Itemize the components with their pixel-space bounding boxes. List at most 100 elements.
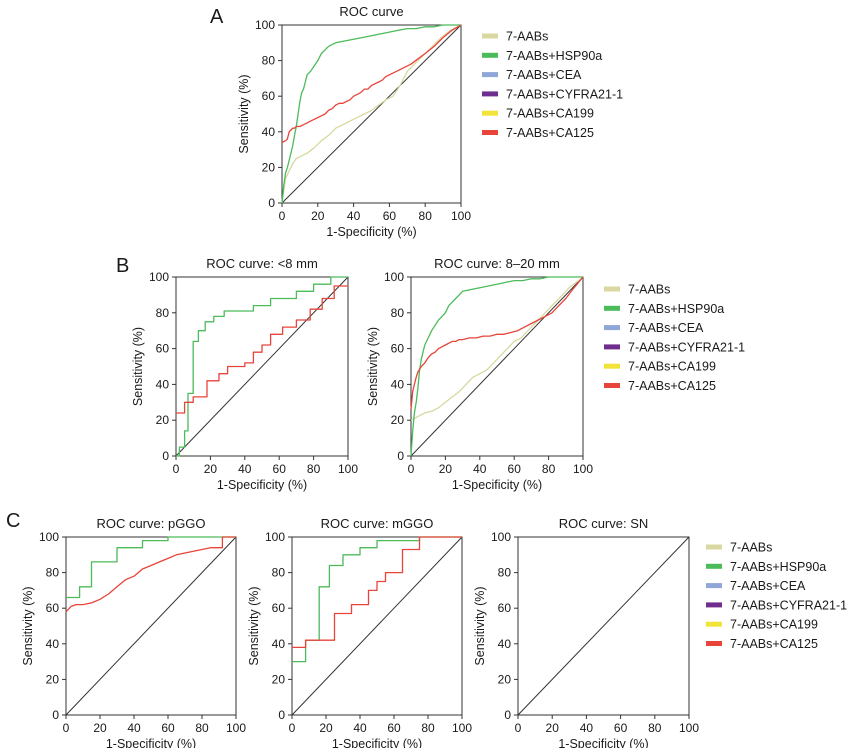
legend-swatch xyxy=(604,344,620,350)
legend-label: 7-AABs+CYFRA21-1 xyxy=(730,598,847,612)
x-tick-label: 20 xyxy=(93,721,107,735)
y-tick-label: 20 xyxy=(156,413,170,427)
x-tick-label: 100 xyxy=(451,209,471,223)
series-line-7-aabs-ca125 xyxy=(176,285,348,414)
y-tick-label: 0 xyxy=(268,196,275,210)
x-tick-label: 60 xyxy=(508,462,522,476)
legend-swatch xyxy=(706,583,722,589)
legend: 7-AABs 7-AABs+HSP90a 7-AABs+CEA 7-AABs+CYFR… xyxy=(604,283,745,393)
x-tick-label: 0 xyxy=(63,721,70,735)
series-line-7-aabs-hsp90a xyxy=(66,536,236,599)
legend-label: 7-AABs+CA125 xyxy=(628,379,716,393)
reference-diagonal xyxy=(517,536,690,716)
legend-swatch xyxy=(482,110,498,116)
y-tick-label: 0 xyxy=(397,449,404,463)
x-tick-label: 0 xyxy=(289,721,296,735)
y-tick-label: 60 xyxy=(156,342,170,356)
legend-label: 7-AABs+CEA xyxy=(730,579,806,593)
y-axis-label: Sensitivity (%) xyxy=(131,327,145,406)
legend-label: 7-AABs+CYFRA21-1 xyxy=(628,340,745,354)
series-line-7-aabs-hsp90a xyxy=(410,276,583,457)
y-tick-label: 60 xyxy=(272,601,286,615)
legend-swatch xyxy=(482,130,498,135)
legend-swatch xyxy=(706,621,722,627)
series-line-7-aabs-ca125 xyxy=(292,536,462,649)
panel-letter: B xyxy=(116,255,129,277)
y-tick-label: 40 xyxy=(391,377,405,391)
legend-label: 7-AABs+CA199 xyxy=(628,360,716,374)
y-tick-label: 100 xyxy=(39,530,59,544)
x-tick-label: 40 xyxy=(127,721,141,735)
x-tick-label: 60 xyxy=(273,462,287,476)
x-tick-label: 60 xyxy=(161,721,175,735)
plot-frame xyxy=(65,536,237,716)
chart-panel-5: ROC curve: mGGO 0 20 40 60 80 100 0 20 40 60 80 100 1… xyxy=(247,516,472,748)
reference-diagonal xyxy=(291,536,463,716)
legend-label: 7-AABs+CA199 xyxy=(506,107,594,121)
legend-swatch xyxy=(706,544,722,550)
legend-label: 7-AABs+CA125 xyxy=(730,637,818,651)
series-line-7-aabs-hsp90a xyxy=(176,276,348,457)
legend: 7-AABs 7-AABs+HSP90a 7-AABs+CEA 7-AABs+CYFR… xyxy=(482,30,623,140)
series-line-7-aabs-ca125 xyxy=(65,536,236,613)
legend-label: 7-AABs+CYFRA21-1 xyxy=(506,87,623,101)
y-tick-label: 60 xyxy=(262,89,276,103)
x-tick-label: 20 xyxy=(439,462,453,476)
x-tick-label: 40 xyxy=(580,721,594,735)
chart-title: ROC curve: 8–20 mm xyxy=(434,256,560,271)
chart-panel-2: B ROC curve: <8 mm 0 20 40 60 80 100 0 20 40 60 80 10… xyxy=(116,255,358,492)
x-tick-label: 100 xyxy=(573,462,593,476)
x-tick-label: 40 xyxy=(353,721,367,735)
x-tick-label: 100 xyxy=(226,721,246,735)
x-axis-label: 1-Specificity (%) xyxy=(106,737,196,748)
plot-frame xyxy=(281,24,462,204)
y-axis-label: Sensitivity (%) xyxy=(366,327,380,406)
y-tick-label: 40 xyxy=(498,637,512,651)
x-tick-label: 0 xyxy=(279,209,286,223)
plot-frame xyxy=(410,276,584,457)
legend-label: 7-AABs xyxy=(506,30,548,44)
y-tick-label: 80 xyxy=(46,566,60,580)
x-tick-label: 40 xyxy=(473,462,487,476)
x-tick-label: 0 xyxy=(408,462,415,476)
y-tick-label: 20 xyxy=(46,672,60,686)
legend-swatch xyxy=(706,602,722,608)
x-axis-label: 1-Specificity (%) xyxy=(452,478,542,492)
x-tick-label: 80 xyxy=(195,721,209,735)
x-axis-label: 1-Specificity (%) xyxy=(217,478,307,492)
x-tick-label: 20 xyxy=(311,209,325,223)
y-tick-label: 100 xyxy=(265,530,285,544)
reference-diagonal xyxy=(410,276,584,457)
legend-swatch xyxy=(706,641,722,646)
chart-title: ROC curve: mGGO xyxy=(321,516,434,531)
x-axis-label: 1-Specificity (%) xyxy=(326,225,416,239)
y-axis-label: Sensitivity (%) xyxy=(247,586,261,665)
y-tick-label: 80 xyxy=(272,566,286,580)
panel-letter: C xyxy=(6,510,20,532)
legend-label: 7-AABs+HSP90a xyxy=(506,49,602,63)
plot-frame xyxy=(175,276,349,457)
legend-swatch xyxy=(482,72,498,78)
x-tick-label: 60 xyxy=(383,209,397,223)
x-axis-label: 1-Specificity (%) xyxy=(558,737,648,748)
x-tick-label: 80 xyxy=(419,209,433,223)
legend-swatch xyxy=(604,286,620,292)
legend-label: 7-AABs+HSP90a xyxy=(628,302,724,316)
x-tick-label: 60 xyxy=(614,721,628,735)
x-tick-label: 20 xyxy=(204,462,218,476)
legend-label: 7-AABs+CA125 xyxy=(506,126,594,140)
x-tick-label: 100 xyxy=(452,721,472,735)
y-tick-label: 0 xyxy=(278,708,285,722)
y-tick-label: 20 xyxy=(498,672,512,686)
plot-frame xyxy=(291,536,463,716)
x-tick-label: 80 xyxy=(542,462,556,476)
legend-label: 7-AABs+CEA xyxy=(628,321,704,335)
chart-panel-1: A ROC curve 0 20 40 60 80 100 0 20 40 60 80 100 1-Spec… xyxy=(210,4,623,239)
x-tick-label: 0 xyxy=(515,721,522,735)
chart-title: ROC curve: SN xyxy=(559,516,649,531)
legend-label: 7-AABs+CEA xyxy=(506,68,582,82)
legend-swatch xyxy=(604,383,620,388)
series-line-7-aabs-ca125 xyxy=(410,276,584,410)
x-tick-label: 40 xyxy=(347,209,361,223)
y-tick-label: 100 xyxy=(255,18,275,32)
